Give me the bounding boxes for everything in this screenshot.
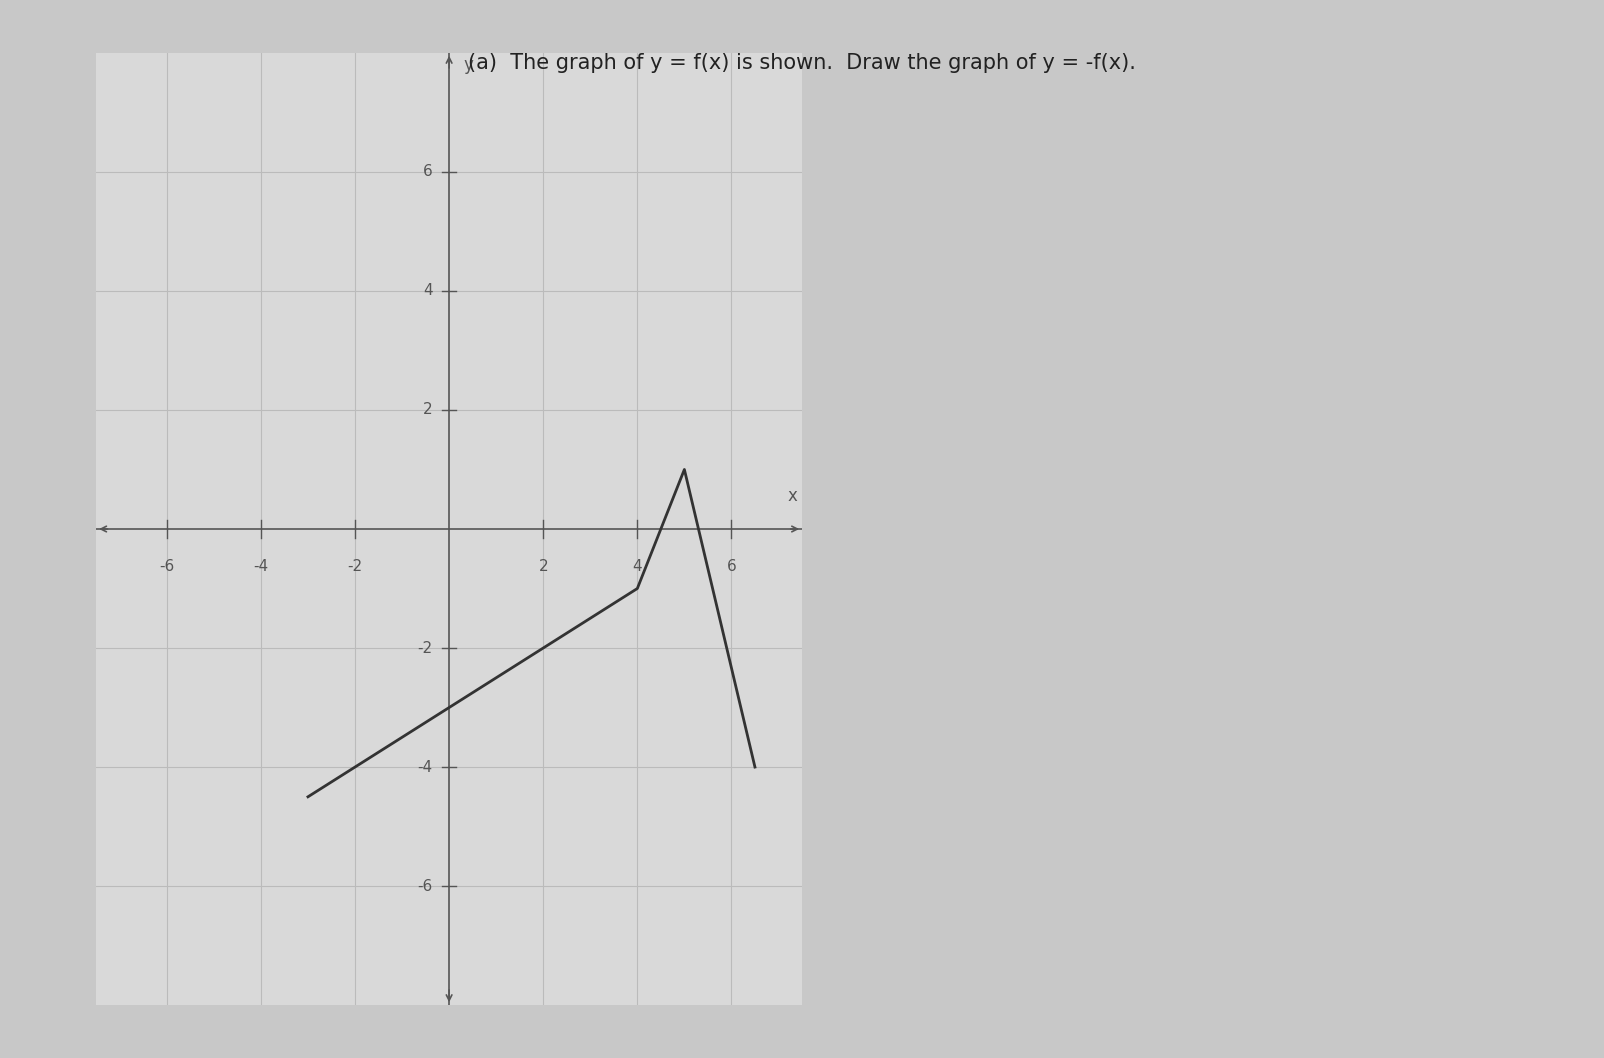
Text: -6: -6 (417, 878, 433, 894)
Text: y: y (464, 56, 473, 74)
Text: -6: -6 (159, 559, 175, 573)
Text: 2: 2 (539, 559, 549, 573)
Text: 4: 4 (423, 284, 433, 298)
Text: 2: 2 (423, 402, 433, 418)
Text: 6: 6 (727, 559, 736, 573)
Text: -4: -4 (253, 559, 268, 573)
Text: 6: 6 (423, 164, 433, 180)
Text: -2: -2 (417, 640, 433, 656)
Text: 4: 4 (632, 559, 642, 573)
Text: -2: -2 (348, 559, 363, 573)
Text: (a)  The graph of y = f(x) is shown.  Draw the graph of y = -f(x).: (a) The graph of y = f(x) is shown. Draw… (468, 53, 1136, 73)
Text: x: x (788, 487, 797, 506)
Text: -4: -4 (417, 760, 433, 774)
